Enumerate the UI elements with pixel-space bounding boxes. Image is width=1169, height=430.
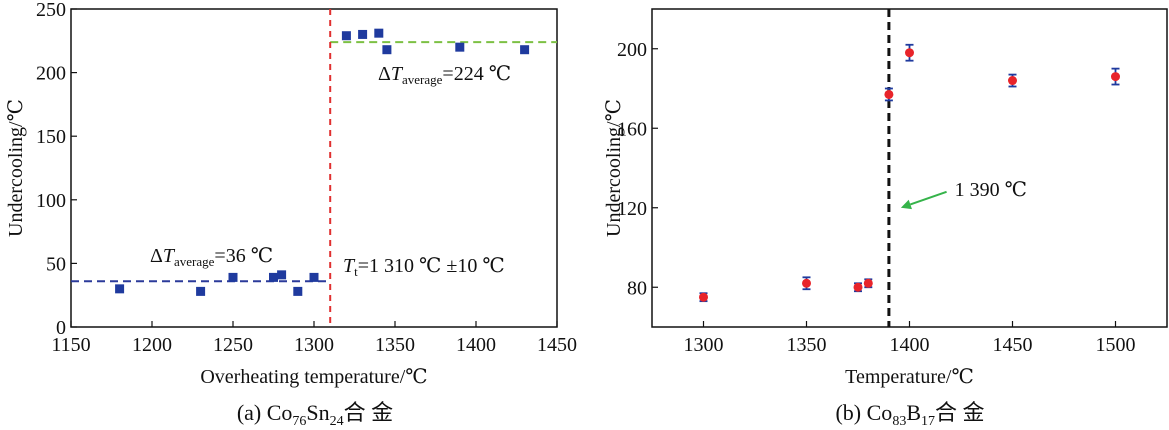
transition-temperature-value: =1 310 ℃ ±10 ℃: [358, 255, 505, 277]
chart-a-average-lines: [71, 41, 557, 283]
caption-prefix: (b) Co: [835, 400, 892, 425]
chart-a: 1150 1200 1250 1300 1350 1400 1450 0 50 100 150 20…: [5, 0, 577, 429]
data-point: [1008, 76, 1017, 86]
chart-a-y-axis-label: Undercooling/℃: [5, 99, 27, 237]
data-point: [884, 89, 894, 99]
average-subscript: average: [402, 72, 443, 87]
x-tick-label: 1400: [456, 334, 496, 356]
chart-b-x-ticks: 1300 1350 1400 1450 1500: [684, 321, 1136, 356]
caption-subscript-1: 76: [292, 414, 306, 429]
t-symbol: T: [163, 245, 176, 267]
data-point-with-error: [1008, 73, 1017, 88]
y-tick-label: 0: [56, 317, 66, 339]
data-point: [1111, 72, 1120, 82]
x-tick-label: 1250: [213, 334, 253, 356]
data-point: [309, 272, 319, 282]
data-point-with-error: [853, 282, 863, 293]
low-average-value: =36 ℃: [214, 245, 273, 267]
chart-b-arrow-label: 1 390 ℃: [955, 179, 1027, 201]
chart-b-arrow: [910, 190, 947, 206]
data-point: [341, 31, 351, 41]
caption-prefix: (a) Co: [237, 400, 293, 425]
chart-b-points: [699, 43, 1120, 303]
caption-suffix: 合 金: [344, 400, 394, 425]
data-point: [802, 278, 811, 288]
data-point-with-error: [699, 292, 708, 303]
data-point: [382, 45, 392, 55]
y-tick-label: 250: [36, 0, 66, 21]
data-point: [277, 270, 287, 280]
chart-b-x-axis-label: Temperature/℃: [845, 366, 974, 388]
x-tick-label: 1200: [132, 334, 172, 356]
data-point: [520, 45, 530, 55]
delta-symbol: Δ: [150, 245, 163, 267]
caption-element: B: [906, 400, 921, 425]
y-tick-label: 200: [36, 63, 66, 85]
x-tick-label: 1350: [787, 334, 827, 356]
data-point: [863, 278, 873, 288]
data-point: [905, 48, 914, 58]
chart-a-annotation-high-average: ΔTaverage=224 ℃: [378, 63, 511, 87]
x-tick-label: 1350: [375, 334, 415, 356]
chart-a-y-ticks: 0 50 100 150 200 250: [36, 0, 77, 339]
high-average-value: =224 ℃: [442, 63, 511, 85]
x-tick-label: 1400: [890, 334, 930, 356]
y-tick-label: 100: [36, 190, 66, 212]
chart-a-x-axis-label: Overheating temperature/℃: [200, 366, 427, 388]
data-point: [374, 28, 384, 38]
chart-a-points: [115, 28, 530, 296]
chart-b-caption: (b) Co83B17合 金: [835, 400, 984, 429]
caption-element: Sn: [306, 400, 329, 425]
caption-subscript-1: 83: [892, 414, 906, 429]
caption-subscript-2: 24: [330, 414, 344, 429]
data-point: [228, 272, 238, 282]
x-tick-label: 1500: [1096, 334, 1136, 356]
y-tick-label: 160: [617, 118, 647, 140]
y-tick-label: 120: [617, 198, 647, 220]
data-point: [853, 282, 863, 292]
y-tick-label: 200: [617, 39, 647, 61]
x-tick-label: 1300: [294, 334, 334, 356]
t-symbol: T: [391, 63, 404, 85]
chart-b-arrowhead: [900, 199, 912, 210]
chart-a-annotation-transition-temperature: Tt=1 310 ℃ ±10 ℃: [343, 255, 505, 279]
chart-a-annotation-low-average: ΔTaverage=36 ℃: [150, 245, 273, 269]
data-point: [699, 292, 708, 302]
data-point: [269, 272, 278, 282]
y-tick-label: 50: [46, 253, 66, 275]
average-subscript: average: [174, 254, 215, 269]
data-point: [293, 286, 303, 296]
data-point: [115, 284, 125, 294]
data-point: [358, 29, 368, 39]
data-point: [196, 286, 206, 296]
data-point-with-error: [1111, 67, 1120, 86]
chart-b: 1300 1350 1400 1450 1500 80 120 160 200 1 390 ℃…: [603, 8, 1168, 429]
chart-b-y-axis-label: Undercooling/℃: [603, 99, 625, 237]
chart-b-y-ticks: 80 120 160 200: [617, 39, 658, 299]
data-point: [455, 42, 465, 52]
chart-a-caption: (a) Co76Sn24合 金: [237, 400, 393, 429]
x-tick-label: 1150: [51, 334, 90, 356]
y-tick-label: 80: [627, 277, 647, 299]
delta-symbol: Δ: [378, 63, 391, 85]
caption-subscript-2: 17: [921, 414, 935, 429]
y-tick-label: 150: [36, 126, 66, 148]
x-tick-label: 1300: [684, 334, 724, 356]
x-tick-label: 1450: [993, 334, 1033, 356]
chart-a-x-ticks: 1150 1200 1250 1300 1350 1400 1450: [51, 321, 577, 356]
caption-suffix: 合 金: [935, 400, 985, 425]
data-point-with-error: [802, 276, 811, 291]
t-subscript: t: [354, 264, 358, 279]
data-point-with-error: [884, 87, 894, 102]
data-point-with-error: [863, 278, 873, 289]
x-tick-label: 1450: [537, 334, 577, 356]
t-symbol: T: [343, 255, 356, 277]
data-point-with-error: [905, 43, 914, 62]
